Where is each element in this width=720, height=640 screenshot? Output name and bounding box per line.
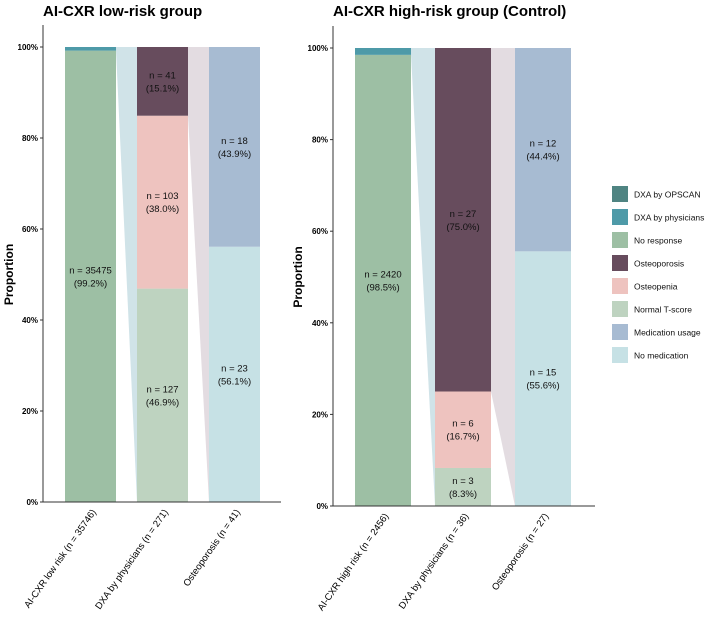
legend-swatch-osteoporosis [612,255,628,271]
y-tick-label: 20% [312,410,328,419]
y-tick-label: 20% [22,407,38,416]
y-axis-title: Proportion [2,244,16,305]
legend-swatch-dxa-by-opscan [612,186,628,202]
data-label-percent: (43.9%) [218,149,251,160]
bar-segment-dxa-by-physicians [65,47,116,51]
x-tick-label: AI-CXR low risk (n = 35746) [22,507,99,610]
bar-segment-dxa-by-physicians [355,48,411,55]
legend-label: Medication usage [634,328,701,338]
legend-swatch-osteopenia [612,278,628,294]
data-label-count: n = 27 [450,209,477,220]
data-label-count: n = 18 [221,136,248,147]
data-label-percent: (75.0%) [446,222,479,233]
legend-swatch-no-medication [612,347,628,363]
legend-label: DXA by OPSCAN [634,190,701,200]
bar-segment-osteopenia [137,115,188,289]
data-label-percent: (55.6%) [526,381,559,392]
x-tick-label: Osteoporosis (n = 27) [490,511,552,592]
flow-band [188,47,209,502]
legend-label: Normal T-score [634,305,692,315]
y-tick-label: 60% [312,227,328,236]
legend-swatch-normal-t-score [612,301,628,317]
data-label-count: n = 15 [530,368,557,379]
panel-high-risk: AI-CXR high-risk group (Control) n = 2420… [291,3,595,613]
data-label-percent: (99.2%) [74,278,107,289]
data-label-percent: (8.3%) [449,489,477,500]
data-label-count: n = 35475 [69,265,112,276]
data-label-percent: (56.1%) [218,376,251,387]
flow-band [411,48,435,506]
data-label-count: n = 6 [452,419,473,430]
bar-segment-medication-usage [209,47,260,247]
x-tick-label: AI-CXR high risk (n = 2456) [316,511,392,613]
bar-segment-no-medication [515,251,571,506]
data-label-percent: (46.9%) [146,397,179,408]
panel-low-risk: AI-CXR low-risk group n = 35475 (99.2%) AI-… [2,3,281,612]
bar-segment-no-response [65,50,116,502]
data-label-percent: (38.0%) [146,204,179,215]
data-label-count: n = 12 [530,139,557,150]
legend-swatch-dxa-by-physicians [612,209,628,225]
x-tick-label: DXA by physicians (n = 271) [93,507,171,611]
bar-segment-medication-usage [515,48,571,252]
legend-swatch-medication-usage [612,324,628,340]
legend-label: Osteopenia [634,282,678,292]
bar-segment-normal-t-score [435,467,491,506]
y-axis-title: Proportion [291,246,305,307]
chart-title: AI-CXR high-risk group (Control) [333,3,566,20]
y-tick-label: 80% [312,136,328,145]
y-tick-label: 0% [316,502,328,511]
legend-label: Osteoporosis [634,259,684,269]
y-tick-label: 100% [308,44,328,53]
y-tick-label: 80% [22,134,38,143]
legend-label: No response [634,236,682,246]
flow-band [491,48,515,506]
bar-segment-osteoporosis [435,48,491,392]
legend-swatch-no-response [612,232,628,248]
data-label-count: n = 127 [147,384,179,395]
legend: DXA by OPSCAN DXA by physicians No respons… [612,186,704,363]
bar-segment-normal-t-score [137,288,188,502]
data-label-count: n = 2420 [364,269,401,280]
data-label-count: n = 41 [149,70,176,81]
data-label-count: n = 23 [221,363,248,374]
bar-segment-no-medication [209,246,260,502]
legend-label: No medication [634,351,689,361]
bar-segment-osteoporosis [137,47,188,116]
flow-band [116,47,137,502]
bar-segment-osteopenia [435,391,491,468]
data-label-count: n = 3 [452,476,473,487]
y-tick-label: 60% [22,225,38,234]
data-label-percent: (98.5%) [366,282,399,293]
x-tick-label: Osteoporosis (n = 41) [181,507,243,588]
data-label-percent: (16.7%) [446,432,479,443]
data-label-percent: (15.1%) [146,83,179,94]
y-tick-label: 0% [26,498,38,507]
bar-segment-no-response [355,54,411,507]
y-tick-label: 40% [22,316,38,325]
data-label-count: n = 103 [147,191,179,202]
data-label-percent: (44.4%) [526,152,559,163]
x-tick-label: DXA by physicians (n = 36) [397,511,472,611]
y-tick-label: 100% [18,43,38,52]
legend-label: DXA by physicians [634,213,704,223]
chart-title: AI-CXR low-risk group [43,3,202,20]
y-tick-label: 40% [312,319,328,328]
